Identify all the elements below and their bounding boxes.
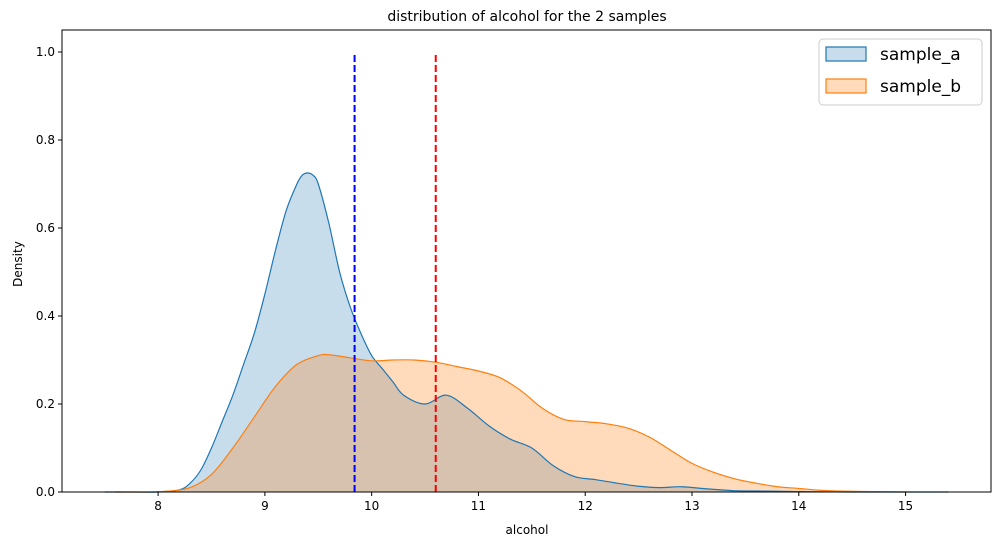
y-tick-label-3: 0.6 xyxy=(36,221,55,235)
legend-swatch-sample-a xyxy=(825,46,867,62)
legend: sample_a sample_b xyxy=(818,38,983,106)
density-area-sample-a xyxy=(104,173,949,493)
x-tick-label-15: 15 xyxy=(898,499,913,513)
x-tick-label-9: 9 xyxy=(261,499,269,513)
y-tick-label-5: 1.0 xyxy=(36,45,55,59)
y-axis-label: Density xyxy=(11,241,25,287)
legend-frame xyxy=(818,38,983,106)
density-line-sample-a xyxy=(104,172,949,493)
x-tick-label-12: 12 xyxy=(578,499,593,513)
legend-label-sample-a: sample_a xyxy=(880,45,961,65)
legend-label-sample-b: sample_b xyxy=(880,77,961,97)
x-tick-label-8: 8 xyxy=(154,499,162,513)
x-tick-label-11: 11 xyxy=(471,499,486,513)
x-axis-ticks: 8 9 10 11 12 13 14 15 xyxy=(154,492,913,513)
series-areas xyxy=(104,173,949,493)
plot-frame xyxy=(61,29,992,493)
density-area-sample-b xyxy=(115,354,906,493)
reference-lines xyxy=(353,52,437,492)
x-tick-label-10: 10 xyxy=(364,499,379,513)
y-tick-label-2: 0.4 xyxy=(36,309,55,323)
chart-title: distribution of alcohol for the 2 sample… xyxy=(387,9,666,25)
plot-border xyxy=(61,29,992,493)
x-tick-label-13: 13 xyxy=(684,499,699,513)
y-tick-label-4: 0.8 xyxy=(36,133,55,147)
y-tick-label-1: 0.2 xyxy=(36,397,55,411)
series-lines xyxy=(104,172,949,493)
y-tick-label-0: 0.0 xyxy=(36,485,55,499)
legend-swatch-sample-b xyxy=(825,78,867,94)
y-axis-ticks: 0.0 0.2 0.4 0.6 0.8 1.0 xyxy=(36,45,62,499)
x-axis-label: alcohol xyxy=(506,523,549,537)
density-line-sample-b xyxy=(115,353,906,493)
x-tick-label-14: 14 xyxy=(791,499,806,513)
